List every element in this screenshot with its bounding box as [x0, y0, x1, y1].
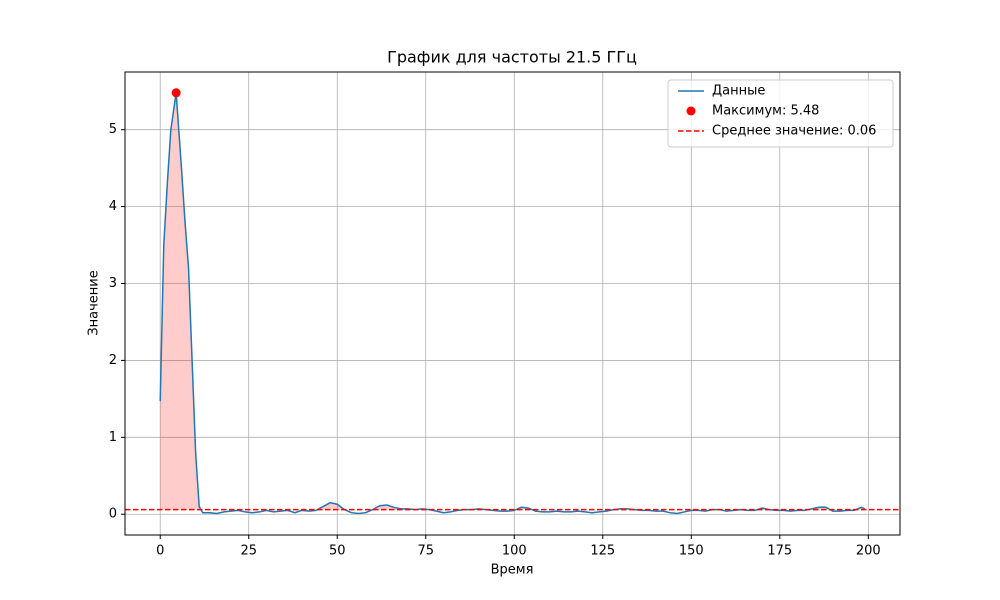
y-tick-label: 2: [109, 353, 117, 368]
max-point: [171, 88, 181, 98]
x-axis-label: Время: [491, 563, 534, 578]
y-tick-label: 3: [109, 276, 117, 291]
x-tick-label: 0: [156, 544, 164, 559]
x-tick-label: 25: [240, 544, 257, 559]
y-tick-label: 5: [109, 122, 117, 137]
y-tick-label: 4: [109, 199, 117, 214]
legend-label: Среднее значение: 0.06: [712, 124, 876, 139]
x-tick-label: 150: [679, 544, 704, 559]
x-tick-label: 100: [502, 544, 527, 559]
axes-frame: [124, 71, 901, 536]
data-line: [159, 92, 866, 515]
legend-label: Максимум: 5.48: [712, 104, 819, 119]
plot-area: [125, 88, 900, 515]
legend-box: [667, 79, 894, 148]
chart-title: График для частоты 21.5 ГГц: [387, 48, 637, 67]
x-tick-label: 125: [590, 544, 615, 559]
legend-label: Данные: [712, 84, 765, 99]
x-tick-label: 50: [329, 544, 346, 559]
x-tick-label: 75: [417, 544, 434, 559]
y-tick-label: 0: [109, 507, 117, 522]
y-tick-label: 1: [109, 430, 117, 445]
x-tick-label: 175: [767, 544, 792, 559]
legend-swatch: [686, 106, 696, 116]
x-tick-label: 200: [856, 544, 881, 559]
y-axis-label: Значение: [87, 270, 102, 335]
above-mean-fill: [160, 92, 865, 510]
